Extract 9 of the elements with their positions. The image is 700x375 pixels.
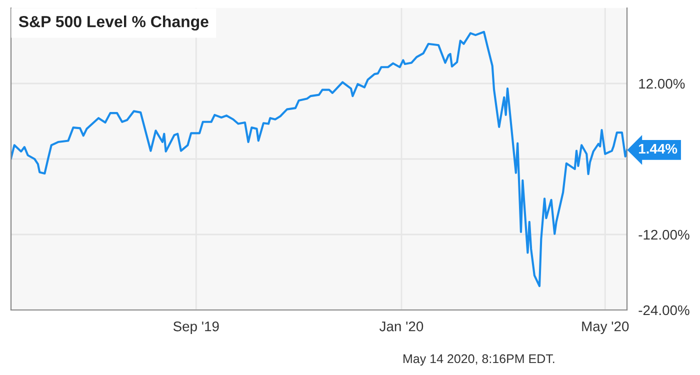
text: May 14 2020, 8:16PM EDT. xyxy=(404,354,554,366)
x-tick-label: May '20 xyxy=(582,321,629,334)
y-tick-label: -24.00% xyxy=(638,305,690,316)
x-tick-label: Jan '20 xyxy=(380,321,424,332)
x-tick-label: Sep '19 xyxy=(173,321,219,334)
chart-title: S&P 500 Level % Change xyxy=(18,16,208,31)
y-tick-label: 12.00% xyxy=(639,78,685,89)
y-tick-label: -12.00% xyxy=(638,230,690,240)
annotation: 1.44% xyxy=(638,144,678,154)
